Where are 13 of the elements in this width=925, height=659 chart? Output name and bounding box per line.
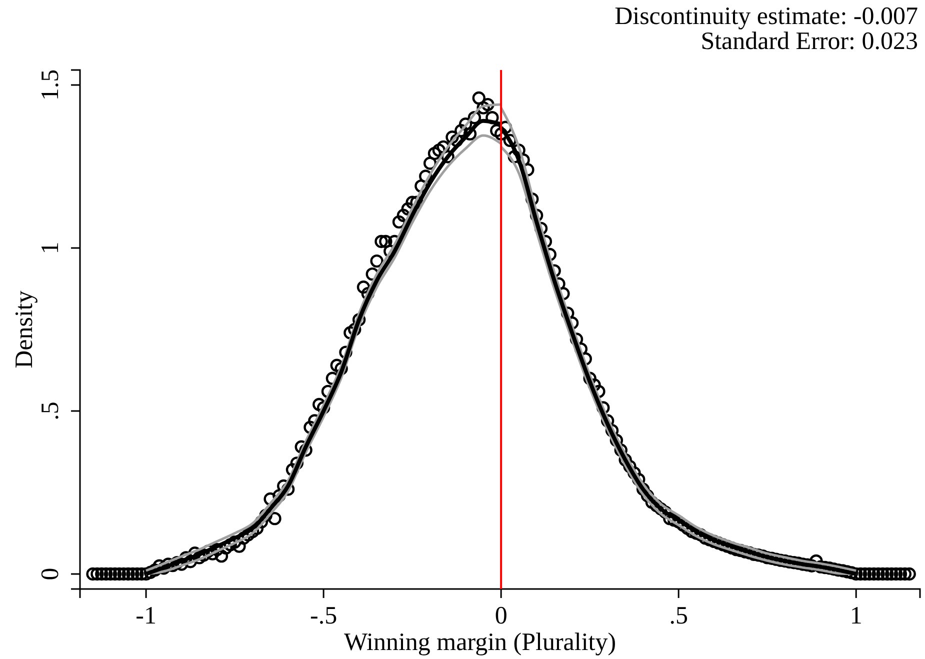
- x-tick-label: 0: [494, 602, 508, 630]
- x-axis-title: Winning margin (Plurality): [344, 629, 616, 656]
- x-tick-label: -1: [136, 602, 156, 630]
- y-tick-label: .5: [37, 402, 64, 420]
- y-tick-label: 1: [37, 242, 64, 254]
- x-tick-label: .5: [669, 602, 688, 630]
- y-tick-label: 1.5: [37, 69, 64, 101]
- text: Discontinuity estimate: -0.007: [614, 3, 918, 30]
- x-tick-label: -.5: [310, 602, 338, 630]
- y-tick-label: 0: [37, 568, 64, 580]
- text: Standard Error: 0.023: [700, 28, 918, 55]
- y-axis-title: Density: [11, 290, 38, 368]
- x-tick-label: 1: [850, 602, 862, 630]
